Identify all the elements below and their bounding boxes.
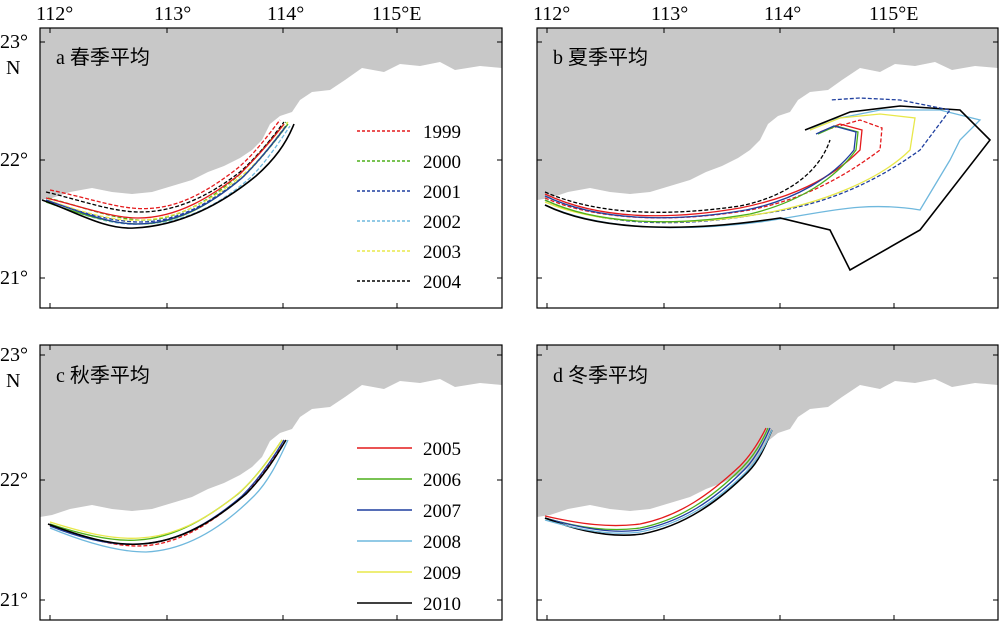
x-tick-label: 113° xyxy=(651,3,688,25)
coastline-land xyxy=(40,28,502,200)
panel-c: c 秋季平均 xyxy=(39,344,503,621)
legend-label: 2009 xyxy=(423,563,461,584)
y-tick-label: 22° xyxy=(0,469,28,491)
legend-label: 2004 xyxy=(423,272,462,293)
x-tick-label: 112° xyxy=(533,3,570,25)
y-tick-label: 23° xyxy=(0,31,28,53)
axes: 112° 112° 113° 113° 114° 114° 115°E 115°E 23° 22°… xyxy=(0,3,998,620)
coastline-land xyxy=(537,345,998,517)
contour-lines xyxy=(41,119,295,229)
x-tick-label: 114° xyxy=(267,3,304,25)
x-tick-label: 112° xyxy=(36,3,73,25)
coastline-land xyxy=(40,345,502,517)
panel-d: d 冬季平均 xyxy=(536,344,999,621)
y-tick-label: 23° xyxy=(0,344,28,366)
y-tick-label: 21° xyxy=(0,589,28,611)
legend-label: 2005 xyxy=(423,439,461,460)
legend-label: 2010 xyxy=(423,594,461,615)
legend-label: 2001 xyxy=(423,182,461,203)
panel-title: a 春季平均 xyxy=(56,46,150,69)
panel-title: b 夏季平均 xyxy=(553,46,648,69)
panel-a: a 春季平均 xyxy=(39,27,503,309)
legend-label: 2007 xyxy=(423,501,461,522)
legend-label: 2002 xyxy=(423,212,461,233)
y-unit-label: N xyxy=(6,57,20,79)
legend-label: 2008 xyxy=(423,532,461,553)
coastline-land xyxy=(537,28,998,200)
contour-lines xyxy=(47,439,289,553)
x-tick-label: 115°E xyxy=(372,3,421,25)
contour-lines xyxy=(544,427,773,537)
x-tick-label: 114° xyxy=(764,3,801,25)
panel-title: d 冬季平均 xyxy=(553,364,648,387)
panel-title: c 秋季平均 xyxy=(56,364,150,387)
legend-label: 1999 xyxy=(423,122,461,143)
legend-label: 2006 xyxy=(423,470,461,491)
legend-dashed: 1999 2000 2001 2002 2003 2004 xyxy=(357,122,462,293)
legend-label: 2000 xyxy=(423,152,461,173)
y-unit-label: N xyxy=(6,370,20,392)
legend-label: 2003 xyxy=(423,242,461,263)
y-tick-label: 21° xyxy=(0,267,28,289)
y-tick-label: 22° xyxy=(0,149,28,171)
legend-solid: 2005 2006 2007 2008 2009 2010 xyxy=(357,439,461,615)
contour-lines xyxy=(544,97,992,272)
x-tick-label: 113° xyxy=(154,3,191,25)
x-tick-label: 115°E xyxy=(869,3,918,25)
panel-b: b 夏季平均 xyxy=(536,27,999,309)
